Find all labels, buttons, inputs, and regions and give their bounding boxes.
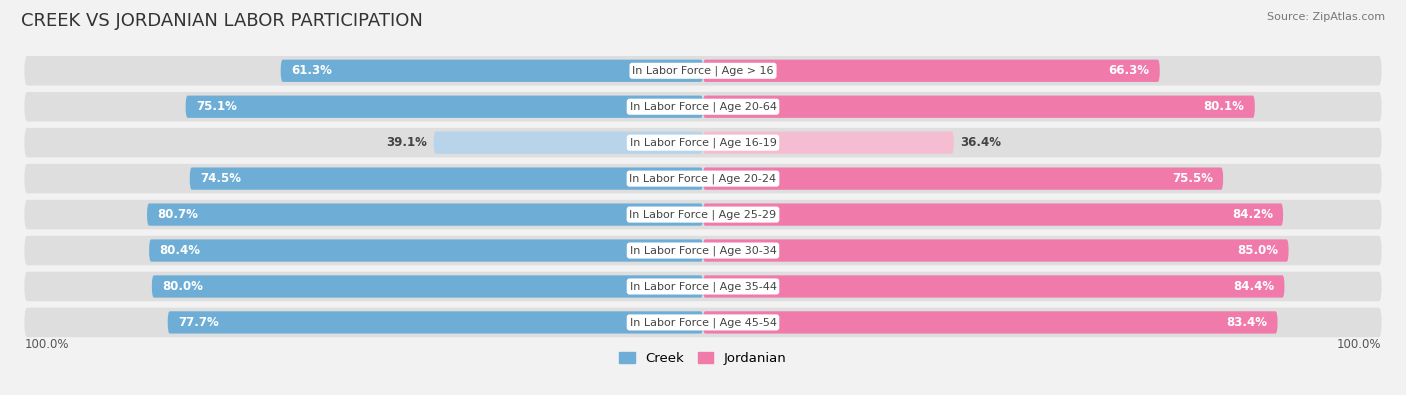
FancyBboxPatch shape: [703, 275, 1285, 297]
Text: 74.5%: 74.5%: [200, 172, 240, 185]
FancyBboxPatch shape: [703, 96, 1254, 118]
Text: In Labor Force | Age 45-54: In Labor Force | Age 45-54: [630, 317, 776, 328]
Text: 39.1%: 39.1%: [385, 136, 427, 149]
Text: 85.0%: 85.0%: [1237, 244, 1278, 257]
Text: CREEK VS JORDANIAN LABOR PARTICIPATION: CREEK VS JORDANIAN LABOR PARTICIPATION: [21, 12, 423, 30]
Text: 66.3%: 66.3%: [1108, 64, 1150, 77]
FancyBboxPatch shape: [190, 167, 703, 190]
Text: 84.4%: 84.4%: [1233, 280, 1274, 293]
FancyBboxPatch shape: [703, 239, 1289, 261]
FancyBboxPatch shape: [703, 60, 1160, 82]
Text: 80.1%: 80.1%: [1204, 100, 1244, 113]
FancyBboxPatch shape: [24, 236, 1382, 265]
FancyBboxPatch shape: [433, 132, 703, 154]
FancyBboxPatch shape: [703, 203, 1284, 226]
Text: In Labor Force | Age 30-34: In Labor Force | Age 30-34: [630, 245, 776, 256]
Text: 80.4%: 80.4%: [159, 244, 201, 257]
Text: In Labor Force | Age 20-24: In Labor Force | Age 20-24: [630, 173, 776, 184]
Text: 80.0%: 80.0%: [162, 280, 202, 293]
FancyBboxPatch shape: [149, 239, 703, 261]
FancyBboxPatch shape: [152, 275, 703, 297]
FancyBboxPatch shape: [703, 311, 1278, 334]
FancyBboxPatch shape: [24, 164, 1382, 194]
Text: 80.7%: 80.7%: [157, 208, 198, 221]
Text: 36.4%: 36.4%: [960, 136, 1001, 149]
Text: In Labor Force | Age 16-19: In Labor Force | Age 16-19: [630, 137, 776, 148]
Text: 100.0%: 100.0%: [1337, 338, 1382, 351]
FancyBboxPatch shape: [148, 203, 703, 226]
Text: 75.1%: 75.1%: [195, 100, 236, 113]
FancyBboxPatch shape: [24, 200, 1382, 229]
Text: In Labor Force | Age 25-29: In Labor Force | Age 25-29: [630, 209, 776, 220]
FancyBboxPatch shape: [24, 272, 1382, 301]
Text: In Labor Force | Age 20-64: In Labor Force | Age 20-64: [630, 102, 776, 112]
Legend: Creek, Jordanian: Creek, Jordanian: [619, 352, 787, 365]
Text: 75.5%: 75.5%: [1171, 172, 1213, 185]
FancyBboxPatch shape: [24, 56, 1382, 85]
Text: 84.2%: 84.2%: [1232, 208, 1272, 221]
Text: 61.3%: 61.3%: [291, 64, 332, 77]
FancyBboxPatch shape: [167, 311, 703, 334]
FancyBboxPatch shape: [24, 308, 1382, 337]
FancyBboxPatch shape: [281, 60, 703, 82]
Text: In Labor Force | Age > 16: In Labor Force | Age > 16: [633, 66, 773, 76]
Text: Source: ZipAtlas.com: Source: ZipAtlas.com: [1267, 12, 1385, 22]
Text: 100.0%: 100.0%: [24, 338, 69, 351]
FancyBboxPatch shape: [186, 96, 703, 118]
FancyBboxPatch shape: [24, 128, 1382, 158]
Text: 83.4%: 83.4%: [1226, 316, 1267, 329]
FancyBboxPatch shape: [703, 132, 953, 154]
Text: In Labor Force | Age 35-44: In Labor Force | Age 35-44: [630, 281, 776, 292]
Text: 77.7%: 77.7%: [179, 316, 219, 329]
FancyBboxPatch shape: [703, 167, 1223, 190]
FancyBboxPatch shape: [24, 92, 1382, 121]
